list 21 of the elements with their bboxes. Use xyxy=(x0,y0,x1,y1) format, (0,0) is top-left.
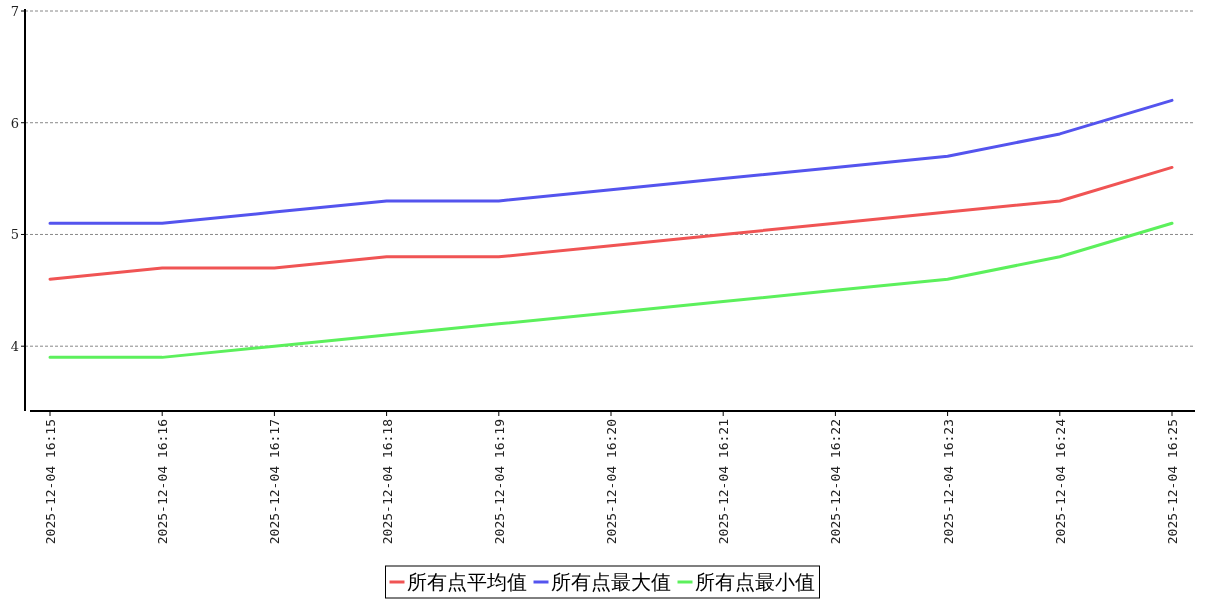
y-tick-label: 4 xyxy=(10,339,19,355)
x-tick-label: 2025-12-04 16:24 xyxy=(1052,418,1068,545)
y-tick-label: 7 xyxy=(10,4,19,19)
legend-label: 所有点最大值 xyxy=(550,570,671,594)
legend-label: 所有点平均值 xyxy=(406,570,527,594)
y-tick-label: 5 xyxy=(10,227,19,243)
x-tick-label: 2025-12-04 16:21 xyxy=(716,419,732,545)
legend-label: 所有点最小值 xyxy=(694,570,815,594)
x-tick-label: 2025-12-04 16:23 xyxy=(940,419,956,545)
x-tick-label: 2025-12-04 16:20 xyxy=(604,419,619,545)
x-tick-label: 2025-12-04 16:18 xyxy=(379,419,395,545)
y-tick-label: 6 xyxy=(10,115,19,131)
x-tick-label: 2025-12-04 16:25 xyxy=(1165,419,1180,545)
line-series xyxy=(48,165,1174,281)
x-tick-label: 2025-12-04 16:15 xyxy=(43,419,58,545)
x-tick-label: 2025-12-04 16:22 xyxy=(828,419,844,545)
x-tick-label: 2025-12-04 16:19 xyxy=(491,419,507,545)
line-series xyxy=(48,221,1174,359)
x-tick-label: 2025-12-04 16:16 xyxy=(155,419,171,545)
line-series xyxy=(48,98,1174,225)
x-tick-label: 2025-12-04 16:17 xyxy=(267,419,283,545)
